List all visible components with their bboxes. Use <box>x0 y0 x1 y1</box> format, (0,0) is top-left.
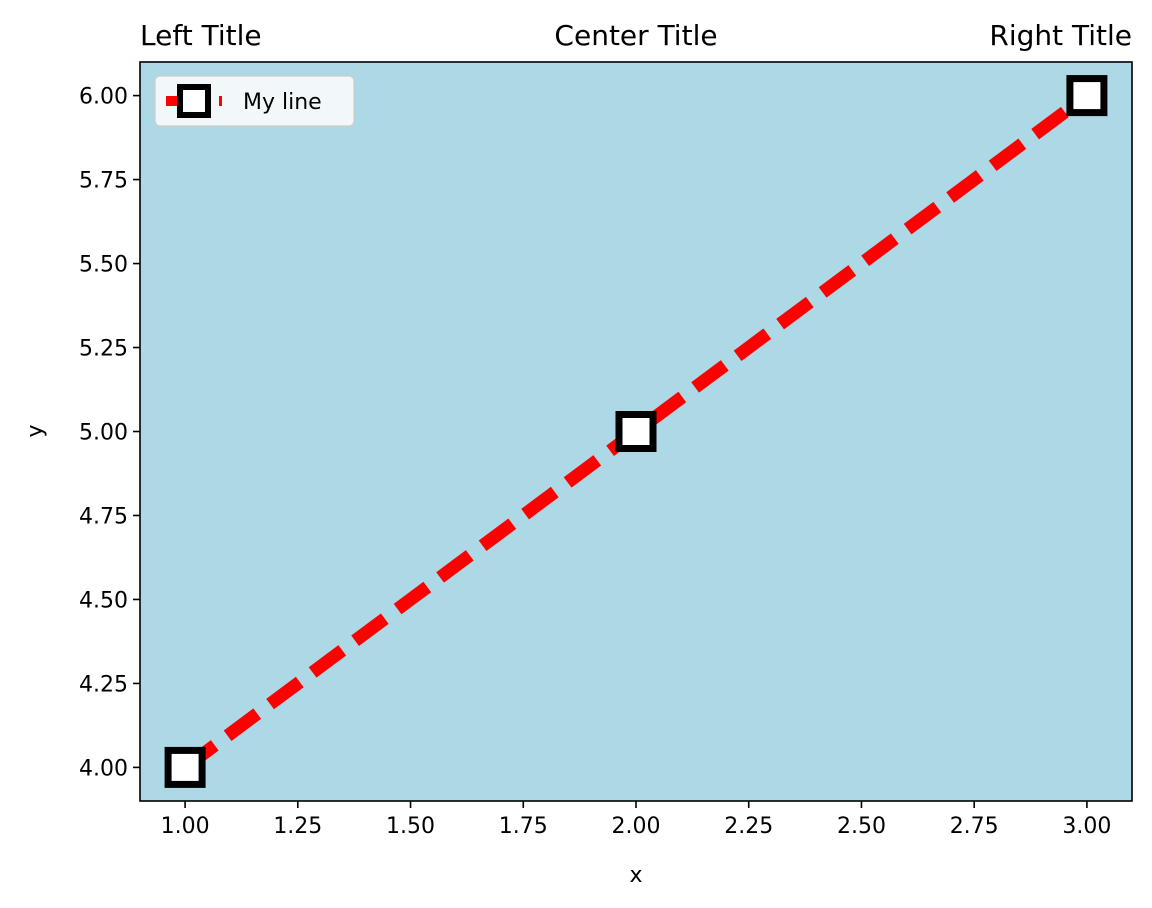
markers-layer <box>164 75 1108 788</box>
data-point-marker <box>1066 75 1108 117</box>
chart-title-right: Right Title <box>989 19 1132 52</box>
chart-title-left: Left Title <box>140 19 262 52</box>
y-tick-label: 4.00 <box>79 756 128 781</box>
y-tick-label: 4.25 <box>79 672 128 697</box>
data-point-marker <box>164 746 206 788</box>
legend-marker-square <box>177 84 211 118</box>
x-tick-label: 2.50 <box>837 814 886 839</box>
legend-label: My line <box>243 90 322 115</box>
x-tick-label: 2.00 <box>612 814 661 839</box>
chart-title-center: Center Title <box>554 19 717 52</box>
y-tick-label: 5.25 <box>79 337 128 362</box>
x-tick-label: 2.25 <box>724 814 773 839</box>
y-tick-label: 4.50 <box>79 588 128 613</box>
data-point-marker <box>615 411 657 452</box>
legend: My line <box>154 75 355 127</box>
x-tick-label: 1.25 <box>273 814 322 839</box>
x-tick-label: 1.75 <box>499 814 548 839</box>
x-axis-label: x <box>629 863 642 888</box>
x-tick-label: 3.00 <box>1062 814 1111 839</box>
y-tick-label: 5.75 <box>79 169 128 194</box>
y-tick-label: 5.00 <box>79 421 128 446</box>
y-tick-label: 5.50 <box>79 253 128 278</box>
y-tick-label: 4.75 <box>79 504 128 529</box>
y-tick-label: 6.00 <box>79 85 128 110</box>
y-axis-label: y <box>23 424 48 437</box>
axis-ticks: 1.00 1.25 1.50 1.75 2.00 2.25 2.50 2.75 3.00 4.00… <box>79 85 1111 839</box>
x-tick-label: 1.50 <box>386 814 435 839</box>
x-tick-label: 1.00 <box>161 814 210 839</box>
plot-frame <box>139 61 1133 802</box>
x-tick-label: 2.75 <box>950 814 999 839</box>
